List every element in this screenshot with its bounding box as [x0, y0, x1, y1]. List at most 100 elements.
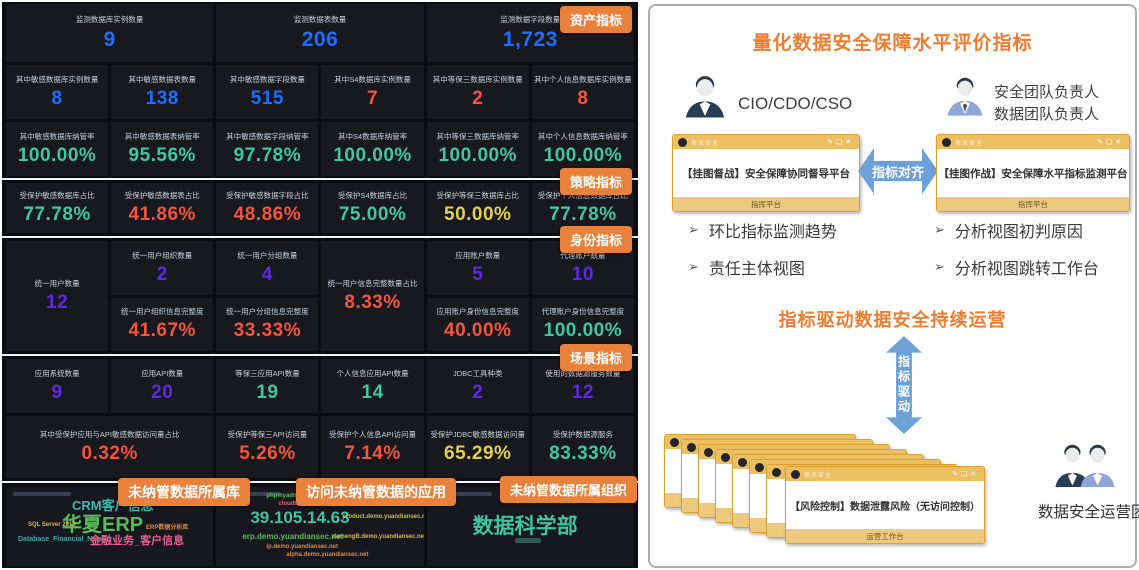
- metric-label: 其中敏感数据字段纳管率: [226, 132, 309, 141]
- metric-label: 其中敏感数据库纳管率: [19, 132, 95, 141]
- wordcloud-term[interactable]: SQL Server 2019: [28, 522, 76, 528]
- metric-value: 7.14%: [344, 443, 401, 464]
- metric-value: 83.33%: [549, 443, 617, 464]
- metric-value: 2: [472, 382, 484, 403]
- metric-value: 100.00%: [543, 145, 623, 166]
- metric-value: 20: [151, 382, 174, 403]
- metric-label: 其中等保三数据库实例数量: [432, 75, 523, 84]
- brand-logo-icon: [687, 442, 696, 452]
- wordcloud-term[interactable]: erp.demo.yuandiansec.net: [242, 532, 344, 541]
- wordcloud-term[interactable]: Database_Financial_New: [18, 536, 102, 543]
- window-title-text: 【风险控制】数据泄露风险（无访问控制）: [790, 501, 980, 513]
- brand-name: 原点安全: [691, 140, 720, 147]
- window-footer: 指挥平台: [673, 197, 859, 211]
- metric-cell: 统一用户分组信息完整度 33.33%: [216, 297, 319, 351]
- metric-cell: 应用账户身份信息完整度 40.00%: [426, 297, 529, 351]
- badge-apps-accessing-ungoverned: 访问未纳管数据的应用: [296, 478, 456, 506]
- metric-cell: 其中敏感数据库实例数量 8: [6, 65, 109, 119]
- metric-cell: 其中敏感数据字段纳管率 97.78%: [216, 122, 319, 176]
- copy-icon: ❏: [1105, 139, 1116, 146]
- arrow-label: 指标驱动: [896, 355, 911, 415]
- metric-value: 8.33%: [344, 292, 401, 313]
- window-action-icons[interactable]: ✎❏✕: [952, 470, 979, 478]
- metric-cell: 其中个人信息数据库实例数量 8: [531, 65, 634, 119]
- delete-icon: ✕: [845, 139, 854, 146]
- badge-policy-indicators: 策略指标: [560, 168, 633, 195]
- metric-value: 65.29%: [444, 443, 512, 464]
- metric-value: 2: [156, 263, 168, 285]
- metric-value: 19: [256, 382, 279, 403]
- metric-cell: 应用API数量 20: [111, 359, 214, 413]
- cio-person-icon: [685, 76, 725, 118]
- wordcloud-term[interactable]: ERP数据分析库: [146, 525, 189, 531]
- badge-identity-indicators: 身份指标: [560, 226, 633, 253]
- edit-icon: ✎: [826, 139, 836, 146]
- wordcloud-term[interactable]: alpha.demo.yuandiansec.net: [286, 552, 369, 558]
- delete-icon: ✕: [970, 471, 979, 478]
- metric-value: 97.78%: [233, 145, 302, 166]
- metric-label: 代理账户数量: [560, 250, 606, 260]
- evaluation-framework-panel: 量化数据安全保障水平评价指标 CIO/CDO/CSO 安全团队负责人 数据团队负…: [648, 4, 1139, 568]
- metric-cell: 其中等保三数据库纳管率 100.00%: [426, 122, 529, 176]
- policy-indicators-row: 受保护敏感数据库占比 77.78% 受保护敏感数据表占比 41.86% 受保护敏…: [6, 183, 634, 233]
- metric-cell: 受保护敏感数据字段占比 48.86%: [216, 183, 319, 233]
- metric-label: 应用API数量: [141, 369, 184, 378]
- metric-label: 统一用户分组数量: [237, 250, 298, 260]
- brand-logo-icon: [704, 447, 713, 457]
- bullet-item: ➢ 责任主体视图: [688, 255, 837, 279]
- metric-cell: 代理账户身份信息完整度 100.00%: [531, 297, 634, 351]
- asset-top-row: 监测数据库实例数量 9 监测数据表数量 206 监测数据字段数量 1,723: [6, 4, 634, 62]
- metric-label: 其中S4数据库实例数量: [334, 75, 411, 84]
- metric-value: 138: [145, 88, 179, 109]
- bullet-list-right: ➢ 分析视图初判原因 ➢ 分析视图跳转工作台: [934, 218, 1099, 279]
- wordcloud-term[interactable]: ip.demo.yuandiansec.net: [266, 544, 339, 550]
- metric-label: 其中敏感数据字段数量: [229, 75, 305, 84]
- wordcloud-term[interactable]: 数据科学部: [472, 515, 578, 538]
- metric-cell: 其中S4数据库纳管率 100.00%: [321, 122, 424, 176]
- wordcloud-term[interactable]: product.demo.yuandiansec.net: [342, 514, 424, 520]
- badge-ungoverned-org: 未纳管数据所属组织: [500, 476, 638, 503]
- metric-value: 2: [472, 88, 484, 109]
- metric-cell: 其中受保护应用与API敏感数据访问量占比 0.32%: [6, 416, 214, 478]
- metric-label: 统一用户数量: [34, 279, 80, 288]
- panel-title-top: 量化数据安全保障水平评价指标: [752, 33, 1033, 54]
- metric-cell: 其中S4数据库实例数量 7: [321, 65, 424, 119]
- metric-label: 其中敏感数据表数量: [128, 75, 196, 84]
- wordcloud-term[interactable]: 金融业务_客户信息: [90, 535, 185, 547]
- metric-value: 100.00%: [17, 145, 97, 166]
- metric-label: 受保护个人信息数据库占比: [537, 191, 628, 200]
- section-divider: [2, 178, 638, 180]
- bullet-text: 分析视图初判原因: [954, 224, 1083, 241]
- metric-cell: 统一用户信息完整数量占比 8.33%: [321, 241, 424, 351]
- metric-label: 应用系统数量: [34, 369, 80, 378]
- risk-control-window: 原点安全 ✎❏✕ 【风险控制】数据泄露风险（无访问控制） 运营工作台: [785, 466, 985, 544]
- security-lead-person-icon: [947, 77, 983, 116]
- badge-asset-indicators: 资产指标: [560, 6, 633, 33]
- metric-cell: 受保护个人信息API访问量 7.14%: [321, 416, 424, 478]
- window-title-text: 【挂图督战】安全保障协同督导平台: [682, 167, 850, 180]
- window-action-icons[interactable]: ✎❏✕: [1097, 138, 1124, 146]
- metric-label: 受保护等保三数据库占比: [436, 191, 519, 200]
- metric-label: 统一用户分组信息完整度: [226, 307, 309, 317]
- edit-icon: ✎: [1096, 139, 1106, 146]
- security-lead-role-label: 安全团队负责人 数据团队负责人: [994, 82, 1099, 126]
- metric-label: 受保护敏感数据表占比: [124, 191, 200, 200]
- asset-sensitive-row: 其中敏感数据库实例数量 8 其中敏感数据表数量 138 其中敏感数据字段数量 5…: [6, 65, 634, 119]
- badge-ungoverned-db: 未纳管数据所属库: [118, 478, 250, 506]
- wordcloud-term[interactable]: damengB.demo.yuandiansec.net: [332, 534, 424, 540]
- metric-label: 代理账户身份信息完整度: [541, 307, 625, 317]
- wordcloud-term[interactable]: 华夏ERP: [62, 514, 144, 536]
- metric-label: 受保护数据源服务: [552, 430, 613, 439]
- metric-cell: 监测数据库实例数量 9: [6, 4, 214, 62]
- brand-logo-icon: [942, 137, 951, 147]
- metric-value: 5: [472, 263, 484, 285]
- bullet-list-left: ➢ 环比指标监测趋势 ➢ 责任主体视图: [688, 218, 837, 279]
- wordcloud-term[interactable]: 39.105.14.63: [250, 508, 350, 527]
- cio-role-label: CIO/CDO/CSO: [738, 94, 853, 113]
- metric-value: 100.00%: [543, 320, 623, 342]
- operations-team-icon: [1055, 444, 1115, 487]
- window-action-icons[interactable]: ✎❏✕: [827, 138, 854, 146]
- metric-label: 应用账户身份信息完整度: [436, 307, 519, 317]
- metric-value: 95.56%: [128, 145, 196, 166]
